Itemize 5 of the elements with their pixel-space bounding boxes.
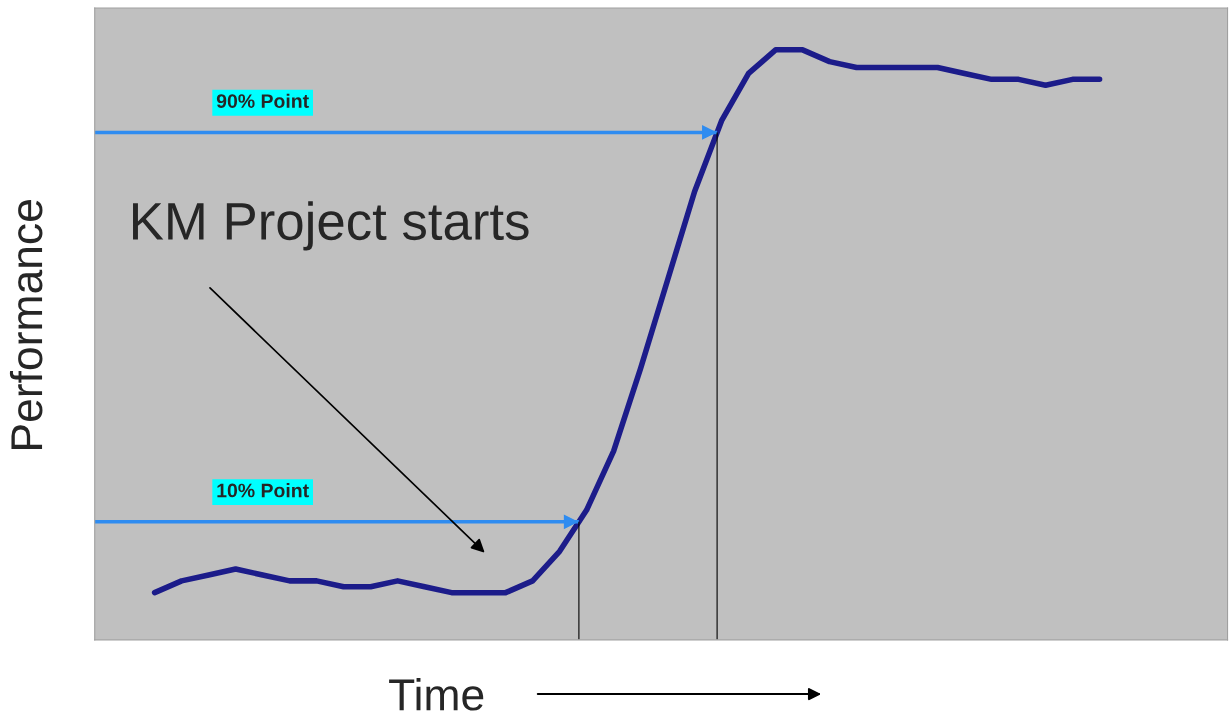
ref-line-label: 10% Point [217,483,309,498]
y-axis-title: Performance [9,200,43,449]
ref-line-label: 90% Point [216,93,309,108]
x-axis-title: Time [389,677,484,711]
annotation: KM Project starts [133,201,529,251]
